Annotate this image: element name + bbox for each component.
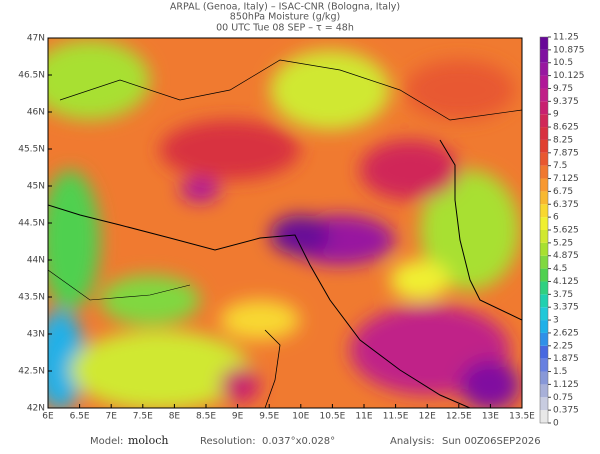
footer-label: Model: [90, 436, 123, 447]
colorbar-tick-label: 3.75 [553, 290, 573, 300]
colorbar-tick-label: 6.375 [553, 200, 579, 210]
colorbar-swatch [540, 307, 548, 321]
lon-tick-label: 11.5E [383, 412, 409, 422]
colorbar-swatch [540, 152, 548, 166]
title-line: ARPAL (Genoa, Italy) – ISAC-CNR (Bologna… [170, 2, 400, 13]
lon-tick-label: 12E [419, 412, 436, 422]
colorbar-tick-label: 7.125 [553, 174, 579, 184]
colorbar-tick-label: 0.75 [553, 393, 573, 403]
colorbar-tick-label: 2.25 [553, 341, 573, 351]
lon-tick-label: 9.5E [259, 412, 279, 422]
colorbar-tick-label: 4.5 [553, 264, 567, 274]
colorbar-swatch [540, 101, 548, 115]
colorbar-tick-label: 8.25 [553, 135, 573, 145]
colorbar-tick-label: 9.375 [553, 97, 579, 107]
lon-tick-label: 6.5E [70, 412, 90, 422]
colorbar-swatch [540, 178, 548, 192]
colorbar-tick-label: 7.5 [553, 161, 567, 171]
colorbar-tick-label: 1.125 [553, 380, 579, 390]
colorbar-swatch [540, 281, 548, 295]
lat-tick-label: 42.5N [18, 367, 45, 377]
colorbar-tick-label: 10.875 [553, 45, 585, 55]
lon-tick-label: 13.5E [509, 412, 535, 422]
colorbar-tick-label: 9.75 [553, 84, 573, 94]
colorbar-tick-label: 1.5 [553, 367, 567, 377]
colorbar-swatch [540, 255, 548, 269]
colorbar-swatch [540, 49, 548, 63]
colorbar-swatch [540, 268, 548, 282]
colorbar-tick-label: 0.375 [553, 406, 579, 416]
colorbar-tick-label: 8.625 [553, 123, 579, 133]
colorbar-tick-label: 9 [553, 110, 559, 120]
colorbar-swatch [540, 191, 548, 205]
colorbar-tick-label: 4.125 [553, 277, 579, 287]
colorbar-tick-label: 3.375 [553, 303, 579, 313]
colorbar-swatch [540, 358, 548, 372]
colorbar-swatch [540, 204, 548, 218]
colorbar-tick-label: 2.625 [553, 328, 579, 338]
colorbar-swatch [540, 127, 548, 140]
colorbar-tick-label: 5.625 [553, 226, 579, 236]
lat-tick-label: 42N [27, 404, 45, 414]
colorbar-swatch [540, 114, 548, 128]
colorbar-swatch [540, 320, 548, 333]
footer-value: moloch [128, 434, 168, 447]
colorbar-swatch [540, 384, 548, 398]
lon-tick-label: 8.5E [196, 412, 216, 422]
lon-tick-label: 7E [105, 412, 117, 422]
footer-value: Sun 00Z06SEP2026 [442, 436, 541, 447]
colorbar-swatch [540, 88, 548, 102]
colorbar-tick-label: 10.125 [553, 71, 585, 81]
lon-tick-label: 8E [169, 412, 181, 422]
lon-tick-label: 6E [42, 412, 54, 422]
colorbar-swatch [540, 75, 548, 89]
lon-tick-label: 11E [355, 412, 372, 422]
lon-tick-label: 10E [292, 412, 309, 422]
colorbar-swatch [540, 345, 548, 359]
lon-tick-label: 9E [232, 412, 244, 422]
lon-tick-label: 7.5E [133, 412, 153, 422]
lat-tick-label: 45.5N [18, 145, 45, 155]
colorbar-swatch [540, 294, 548, 308]
moisture-field [48, 38, 522, 408]
title-line: 00 UTC Tue 08 SEP – τ = 48h [216, 23, 354, 34]
colorbar-swatch [540, 332, 548, 346]
lat-tick-label: 43.5N [18, 293, 45, 303]
lat-tick-label: 47N [27, 34, 45, 44]
colorbar-swatch [540, 37, 548, 50]
lat-tick-label: 44N [27, 256, 45, 266]
colorbar-tick-label: 6 [553, 213, 559, 223]
lat-tick-label: 44.5N [18, 219, 45, 229]
colorbar-swatch [540, 165, 548, 179]
colorbar-swatch [540, 139, 548, 153]
colorbar-tick-label: 5.25 [553, 238, 573, 248]
colorbar-tick-label: 0 [553, 419, 559, 429]
colorbar-tick-label: 4.875 [553, 251, 579, 261]
colorbar-tick-label: 11.25 [553, 33, 579, 43]
colorbar-swatch [540, 397, 548, 411]
title-line: 850hPa Moisture (g/kg) [230, 12, 340, 23]
colorbar-swatch [540, 230, 548, 243]
lon-tick-label: 10.5E [320, 412, 346, 422]
lat-tick-label: 45N [27, 182, 45, 192]
lat-tick-label: 46N [27, 108, 45, 118]
lon-tick-label: 12.5E [446, 412, 472, 422]
colorbar-swatch [540, 410, 548, 423]
colorbar-swatch [540, 62, 548, 76]
footer-label: Analysis: [390, 436, 435, 447]
colorbar-tick-label: 6.75 [553, 187, 573, 197]
footer-value: 0.037°x0.028° [262, 436, 335, 447]
colorbar-tick-label: 1.875 [553, 354, 579, 364]
footer-label: Resolution: [200, 436, 256, 447]
colorbar-tick-label: 10.5 [553, 58, 573, 68]
colorbar-swatch [540, 371, 548, 385]
lat-tick-label: 43N [27, 330, 45, 340]
lon-tick-label: 13E [482, 412, 499, 422]
lat-tick-label: 46.5N [18, 71, 45, 81]
colorbar-tick-label: 3 [553, 316, 559, 326]
colorbar-swatch [540, 242, 548, 256]
colorbar-swatch [540, 217, 548, 230]
colorbar-tick-label: 7.875 [553, 148, 579, 158]
